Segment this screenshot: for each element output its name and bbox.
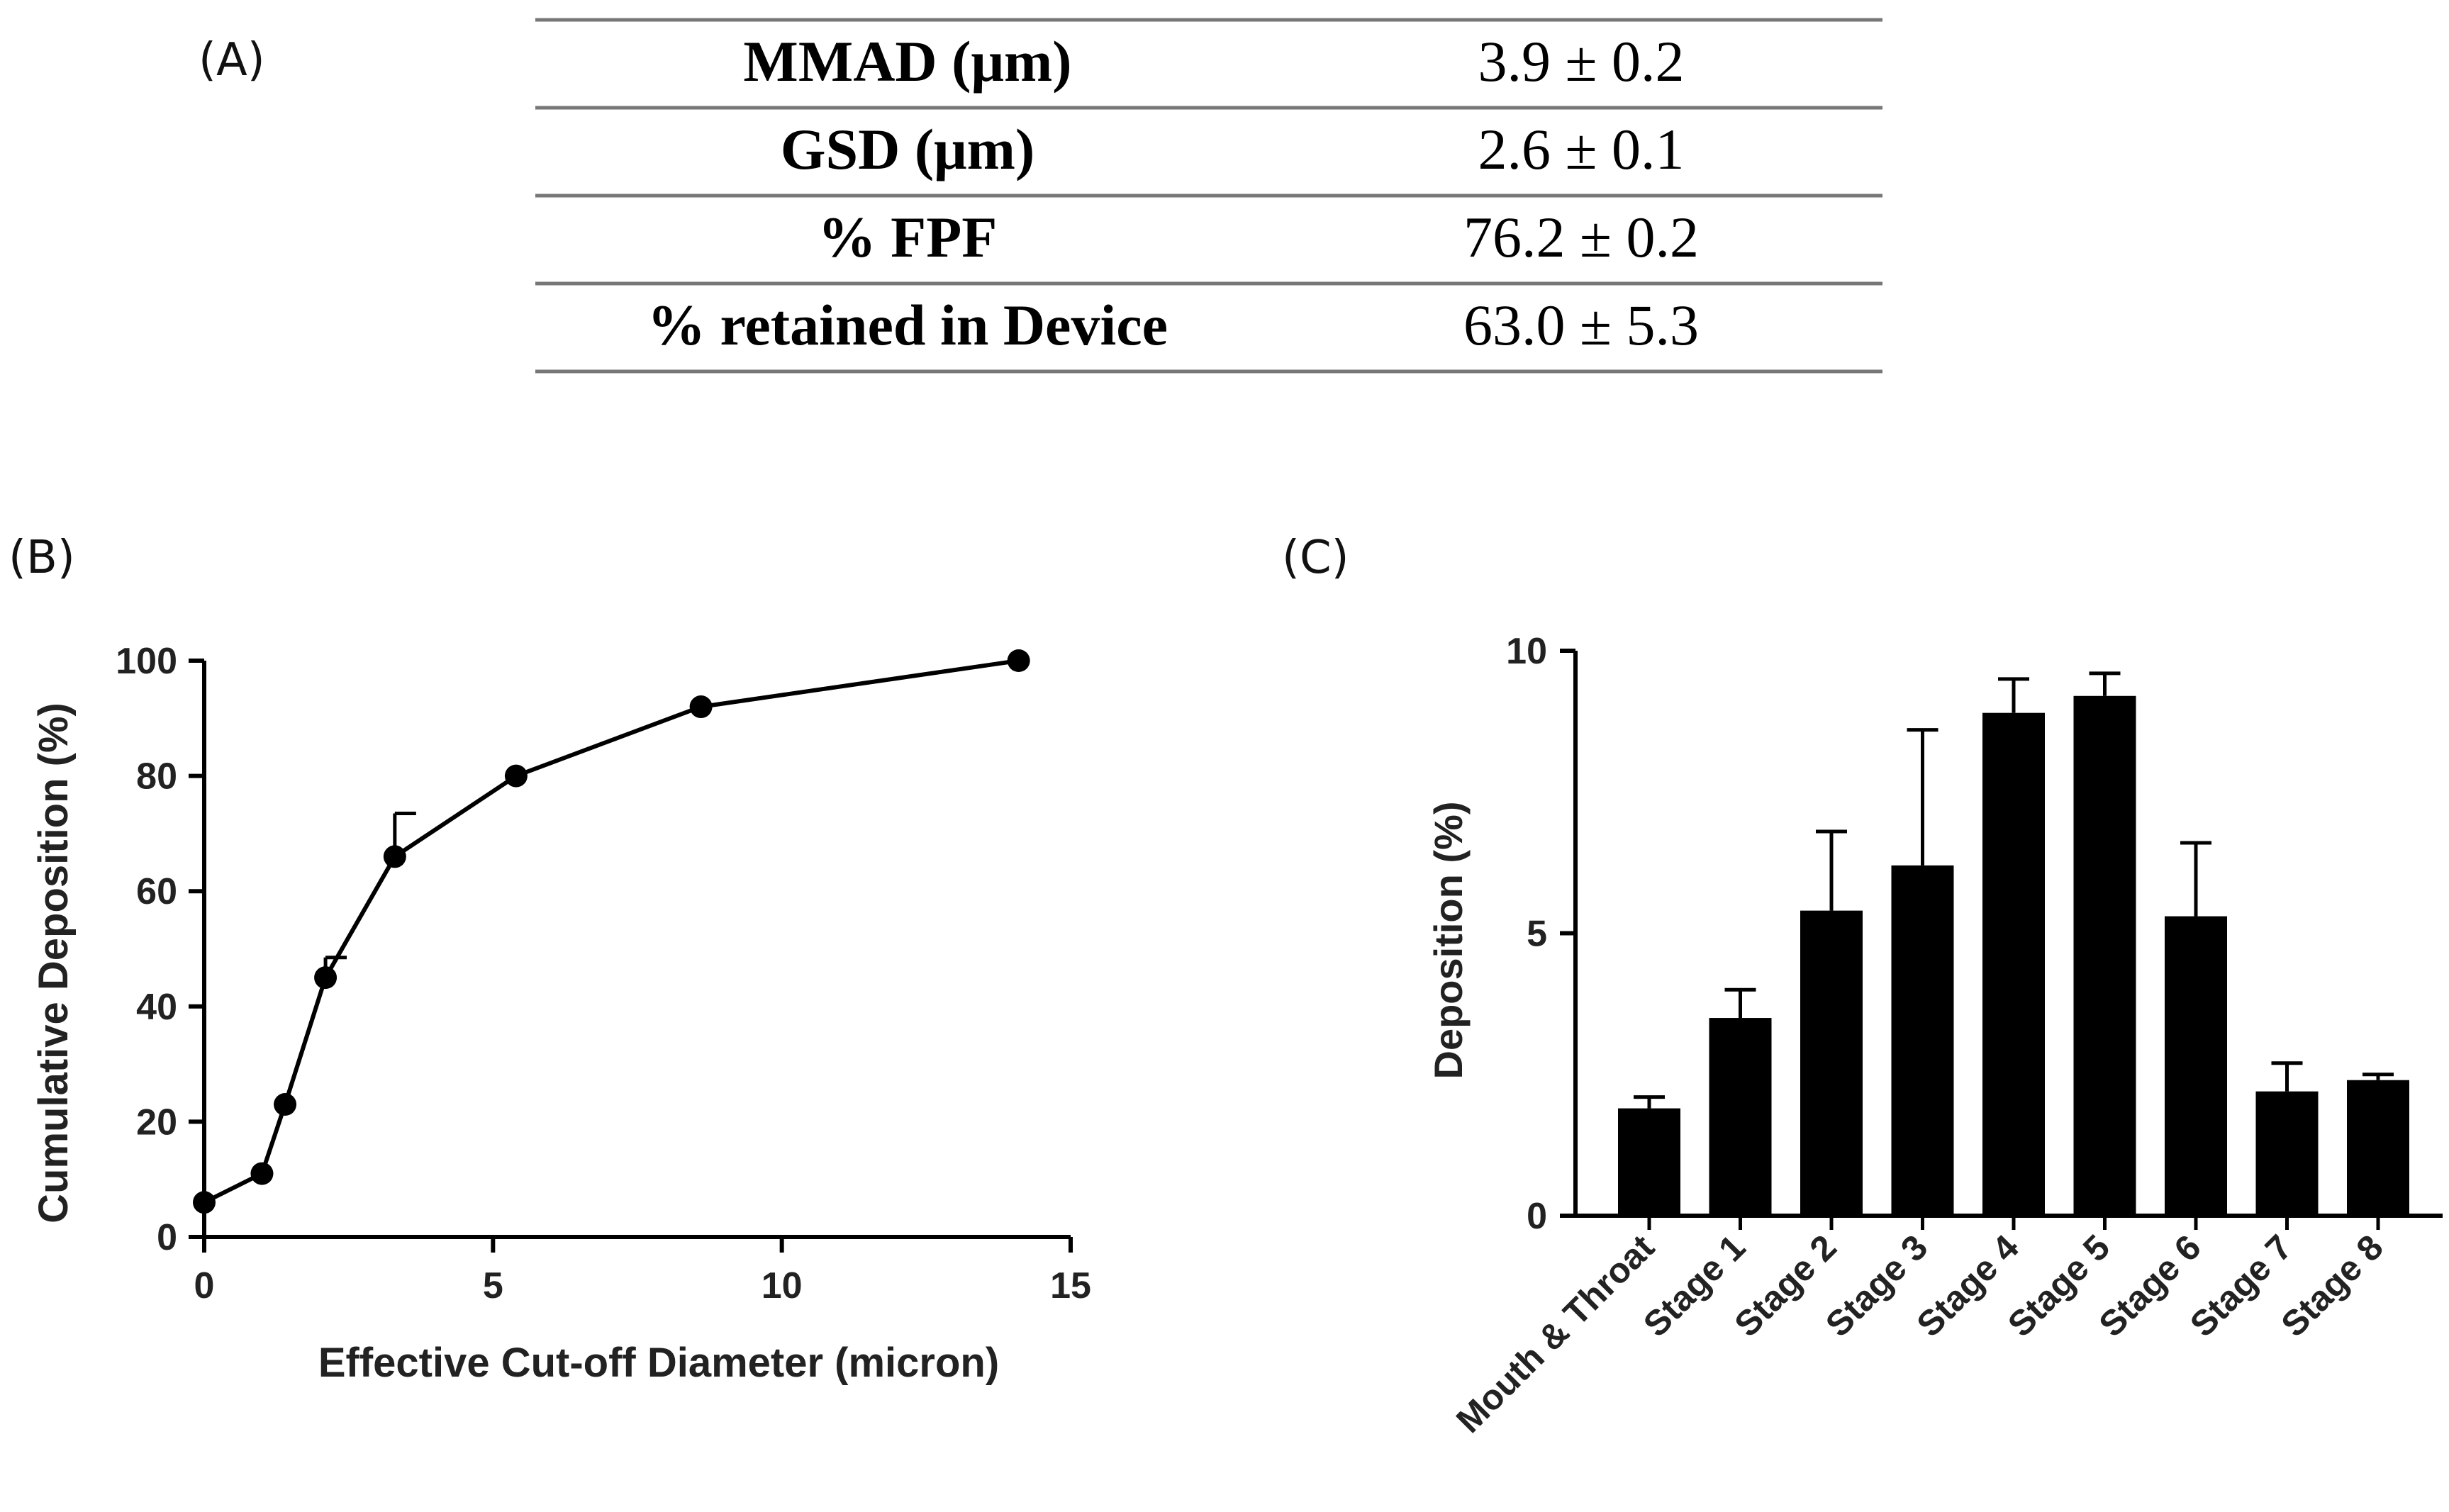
table-label-2: % FPF [818, 205, 998, 269]
panel-label-c: (C) [1282, 532, 1349, 584]
bar-8 [2347, 1080, 2409, 1216]
bar-4 [1982, 712, 2045, 1216]
y-tick-label-0: 0 [157, 1217, 177, 1258]
y-tick-label-4: 80 [136, 756, 177, 797]
bar-5 [2073, 695, 2136, 1216]
data-point-0 [193, 1191, 216, 1214]
category-label-3: Stage 3 [1818, 1227, 1935, 1344]
category-label-6: Stage 6 [2091, 1227, 2208, 1344]
category-label-5: Stage 5 [2000, 1227, 2117, 1344]
table-label-1: GSD (μm) [781, 117, 1035, 181]
series-line [203, 659, 1020, 1204]
y-tick-label-1: 5 [1527, 914, 1547, 955]
y-tick-label-1: 20 [136, 1102, 177, 1143]
bar-7 [2255, 1091, 2319, 1216]
data-point-5 [504, 764, 528, 788]
x-axis-label: Effective Cut-off Diameter (micron) [318, 1340, 999, 1386]
table-label-0: MMAD (μm) [743, 29, 1071, 94]
y-tick-label-3: 60 [136, 871, 177, 912]
category-label-0: Mouth & Throat [1449, 1227, 1662, 1440]
y-tick-label-5: 100 [116, 641, 177, 682]
data-point-4 [383, 845, 406, 868]
x-tick-label-3: 15 [1050, 1265, 1091, 1306]
panel-label-a: (A) [199, 34, 265, 86]
table-value-3: 63.0 ± 5.3 [1463, 293, 1699, 357]
table-label-3: % retained in Device [647, 293, 1168, 357]
x-tick-label-1: 5 [483, 1265, 503, 1306]
category-label-2: Stage 2 [1726, 1227, 1843, 1344]
data-point-1 [250, 1162, 274, 1185]
data-point-6 [689, 695, 713, 719]
cumulative-deposition-chart: 0 20 40 60 80 100 0 5 10 15 Effective Cut-off Diam… [30, 641, 1091, 1386]
bar-6 [2165, 916, 2227, 1216]
y-tick-label-2: 10 [1506, 631, 1547, 672]
data-point-7 [1007, 649, 1030, 672]
panel-label-b: (B) [9, 532, 75, 584]
table-value-0: 3.9 ± 0.2 [1478, 29, 1684, 94]
data-point-3 [314, 966, 337, 990]
x-tick-label-0: 0 [194, 1265, 215, 1306]
y-tick-label-0: 0 [1527, 1196, 1547, 1237]
y-tick-label-2: 40 [136, 987, 177, 1028]
bar-2 [1800, 910, 1863, 1216]
bar-3 [1891, 865, 1954, 1216]
summary-table: MMAD (μm) 3.9 ± 0.2 GSD (μm) 2.6 ± 0.1 % FPF… [535, 18, 1882, 374]
y-axis-label: Cumulative Deposition (%) [30, 702, 77, 1223]
table-value-2: 76.2 ± 0.2 [1463, 205, 1699, 269]
bar-0 [1618, 1108, 1680, 1216]
bar-1 [1709, 1018, 1772, 1216]
x-tick-label-2: 10 [762, 1265, 803, 1306]
y-axis-label: Deposition (%) [1426, 802, 1471, 1080]
category-label-8: Stage 8 [2273, 1227, 2390, 1344]
table-value-1: 2.6 ± 0.1 [1478, 117, 1684, 181]
category-label-4: Stage 4 [1909, 1227, 2026, 1344]
category-label-7: Stage 7 [2182, 1227, 2299, 1344]
category-label-1: Stage 1 [1636, 1227, 1753, 1344]
data-point-2 [274, 1093, 297, 1116]
